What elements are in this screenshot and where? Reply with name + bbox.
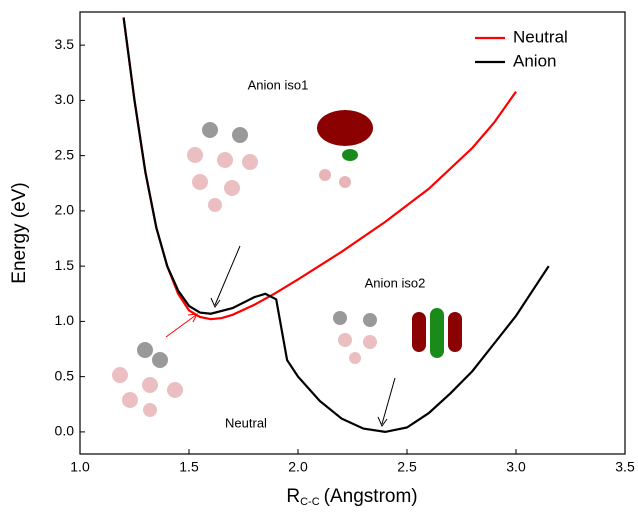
annotation: Anion iso1 [248, 77, 309, 92]
y-tick-label: 2.5 [55, 146, 75, 162]
series-line [122, 17, 517, 321]
x-tick-label: 2.5 [397, 459, 417, 475]
plot-frame [79, 11, 626, 455]
x-axis-label-main: R [286, 486, 300, 507]
annotation: Anion iso2 [365, 275, 426, 290]
x-tick-label: 1.5 [179, 459, 199, 475]
y-axis-label: Energy (eV) [9, 182, 30, 283]
orbital-iso1 [317, 110, 373, 188]
molecule-iso1 [187, 122, 258, 212]
x-axis-label-unit: (Angstrom) [324, 486, 418, 507]
pointer-arrows [165, 245, 396, 428]
y-tick-label: 0.0 [55, 423, 75, 439]
x-axis-label: RC-C (Angstrom) [286, 486, 417, 508]
x-axis-label-sub: C-C [300, 496, 320, 508]
x-tick-label: 1.0 [70, 459, 90, 475]
x-tick-label: 2.0 [288, 459, 308, 475]
y-tick-label: 1.0 [55, 312, 75, 328]
annotation: Neutral [225, 415, 267, 430]
y-tick-label: 1.5 [55, 257, 75, 273]
y-tick-label: 0.5 [55, 367, 75, 383]
molecule-neutral [112, 342, 183, 417]
y-tick-label: 3.0 [55, 91, 75, 107]
legend-label: Neutral [513, 27, 568, 46]
molecule-iso2 [333, 311, 377, 364]
orbital-iso2 [412, 308, 462, 358]
y-tick-label: 2.0 [55, 202, 75, 218]
series-line [122, 17, 550, 434]
y-tick-label: 3.5 [55, 36, 75, 52]
x-tick-label: 3.0 [506, 459, 526, 475]
legend-label: Anion [513, 51, 556, 70]
x-tick-label: 3.5 [615, 459, 635, 475]
